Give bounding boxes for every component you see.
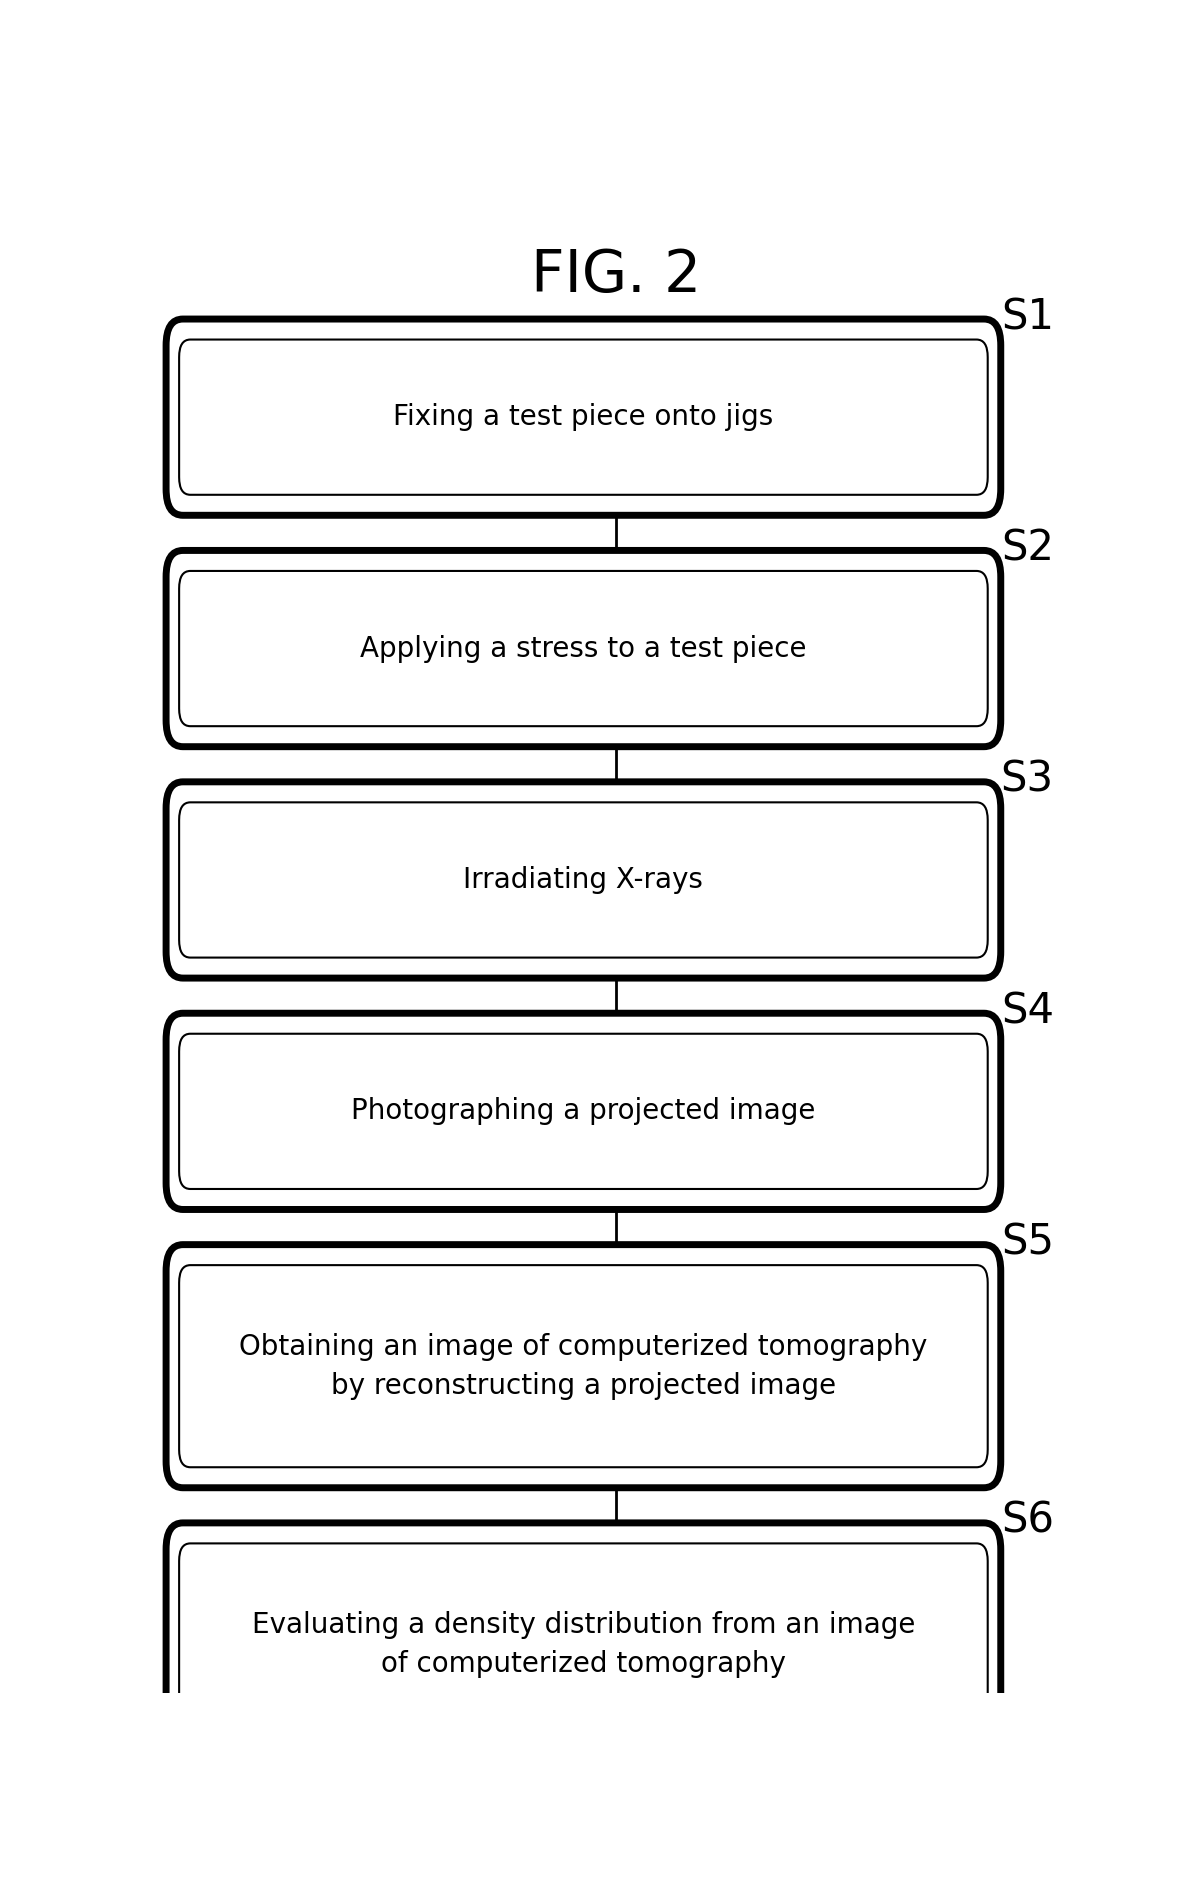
FancyBboxPatch shape: [166, 782, 1001, 978]
Text: S2: S2: [1001, 527, 1054, 569]
FancyBboxPatch shape: [166, 320, 1001, 515]
Text: Obtaining an image of computerized tomography
by reconstructing a projected imag: Obtaining an image of computerized tomog…: [239, 1333, 928, 1400]
Text: S5: S5: [1001, 1221, 1054, 1263]
Text: Photographing a projected image: Photographing a projected image: [351, 1097, 816, 1126]
Text: FIG. 2: FIG. 2: [531, 247, 701, 304]
Text: Fixing a test piece onto jigs: Fixing a test piece onto jigs: [393, 403, 774, 432]
Text: Irradiating X-rays: Irradiating X-rays: [464, 865, 703, 894]
FancyBboxPatch shape: [179, 1033, 988, 1189]
FancyBboxPatch shape: [166, 1524, 1001, 1765]
Text: Evaluating a density distribution from an image
of computerized tomography: Evaluating a density distribution from a…: [251, 1611, 915, 1678]
FancyBboxPatch shape: [179, 340, 988, 495]
Text: S6: S6: [1001, 1501, 1054, 1543]
FancyBboxPatch shape: [179, 1543, 988, 1746]
Text: S1: S1: [1001, 297, 1054, 339]
FancyBboxPatch shape: [166, 1014, 1001, 1210]
Text: S4: S4: [1001, 991, 1054, 1033]
Text: S3: S3: [1001, 759, 1054, 801]
FancyBboxPatch shape: [179, 571, 988, 727]
FancyBboxPatch shape: [179, 803, 988, 957]
Text: Applying a stress to a test piece: Applying a stress to a test piece: [361, 635, 807, 662]
FancyBboxPatch shape: [166, 1244, 1001, 1487]
FancyBboxPatch shape: [179, 1265, 988, 1466]
FancyBboxPatch shape: [166, 550, 1001, 747]
